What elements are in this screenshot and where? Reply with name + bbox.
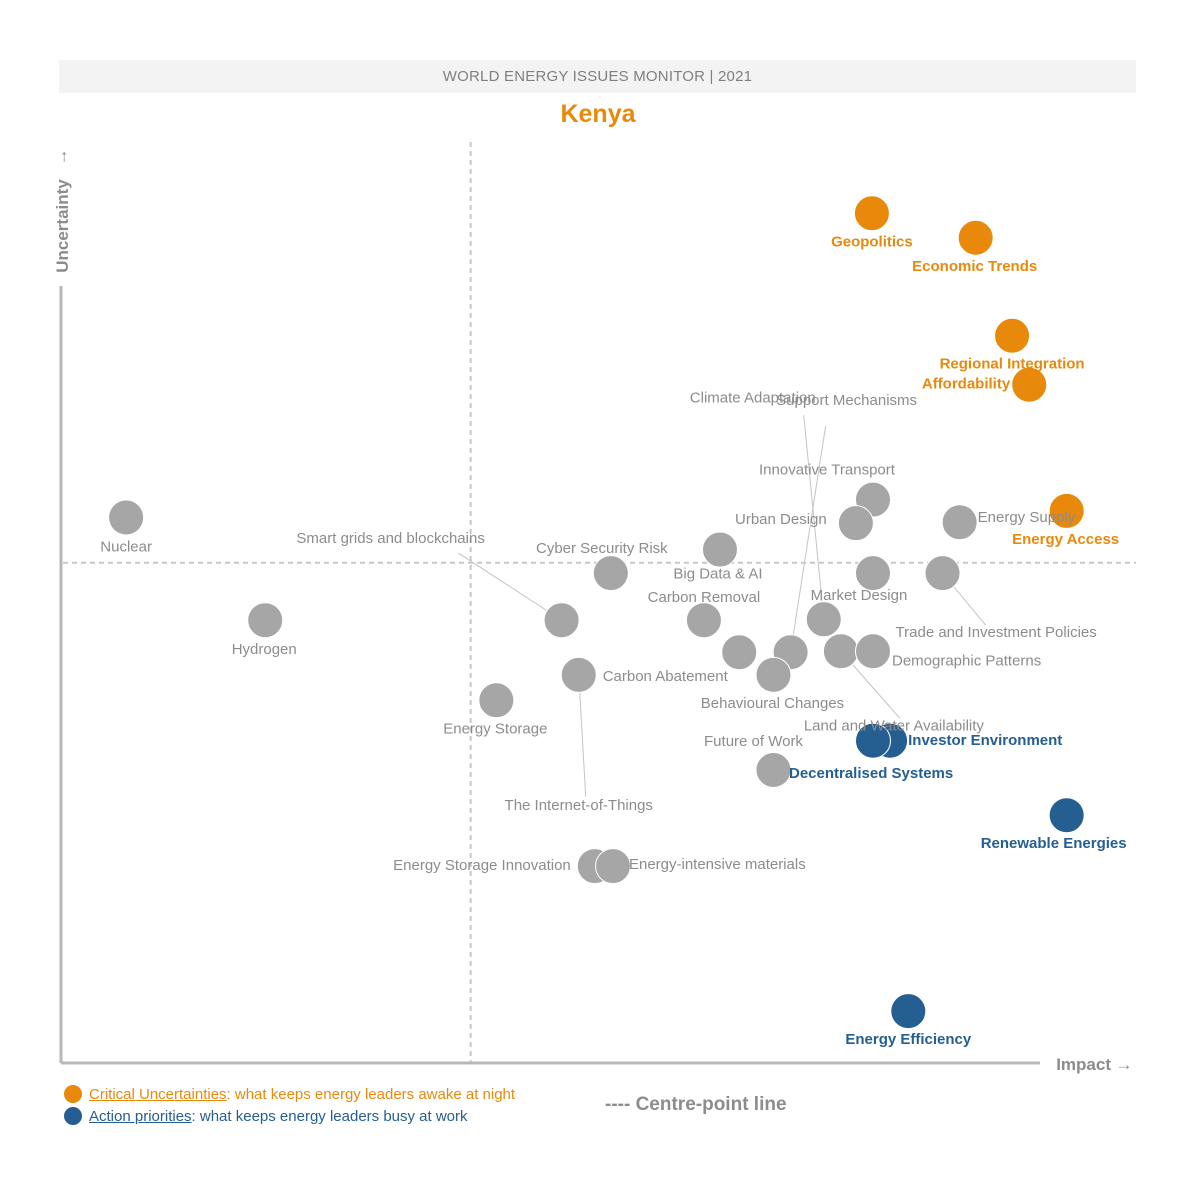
point-energy-storage bbox=[478, 682, 515, 719]
point-cyber-security-risk bbox=[592, 555, 629, 592]
centre-point-note: ---- Centre-point line bbox=[605, 1094, 787, 1115]
point-carbon-removal bbox=[685, 602, 722, 639]
label-energy-intensive-materials: Energy-intensive materials bbox=[629, 856, 806, 873]
data-points bbox=[108, 195, 1085, 1030]
x-axis-arrow: → bbox=[1116, 1055, 1133, 1074]
point-geopolitics bbox=[853, 195, 890, 232]
label-land-and-water-availability: Land and Water Availability bbox=[804, 717, 985, 734]
label-regional-integration: Regional Integration bbox=[940, 356, 1085, 373]
label-energy-storage-innovation: Energy Storage Innovation bbox=[393, 857, 571, 874]
legend: Critical Uncertainties: what keeps energ… bbox=[64, 1083, 515, 1127]
label-market-design: Market Design bbox=[811, 587, 908, 604]
point-demographic-patterns bbox=[854, 633, 891, 670]
label-cyber-security-risk: Cyber Security Risk bbox=[536, 540, 668, 557]
point-trade-and-investment-policies bbox=[924, 555, 961, 592]
point-the-internet-of-things bbox=[560, 656, 597, 693]
label-behavioural-changes: Behavioural Changes bbox=[701, 695, 844, 712]
point-market-design bbox=[854, 555, 891, 592]
point-urban-design bbox=[837, 505, 874, 542]
point-future-of-work bbox=[755, 751, 792, 788]
label-energy-storage: Energy Storage bbox=[443, 720, 547, 737]
label-geopolitics: Geopolitics bbox=[831, 233, 913, 250]
data-labels: Geopolitics Economic Trends Regional Integ… bbox=[100, 233, 1126, 1048]
legend-action-text: Action priorities: what keeps energy lea… bbox=[89, 1108, 468, 1125]
label-carbon-removal: Carbon Removal bbox=[648, 589, 761, 606]
label-energy-access: Energy Access bbox=[1012, 531, 1119, 548]
legend-critical-desc: : what keeps energy leaders awake at nig… bbox=[226, 1085, 516, 1103]
point-economic-trends bbox=[957, 219, 994, 256]
point-energy-intensive-materials bbox=[594, 848, 631, 885]
label-the-internet-of-things: The Internet-of-Things bbox=[505, 797, 653, 814]
x-axis-label: Impact bbox=[1056, 1055, 1111, 1074]
label-future-of-work: Future of Work bbox=[704, 733, 803, 750]
point-big-data-ai bbox=[701, 531, 738, 568]
legend-action-key: Action priorities bbox=[89, 1107, 192, 1125]
label-affordability: Affordability bbox=[922, 376, 1011, 393]
point-nuclear bbox=[108, 499, 145, 536]
label-smart-grids-and-blockchains: Smart grids and blockchains bbox=[296, 530, 484, 547]
point-energy-access bbox=[1048, 492, 1085, 529]
point-regional-integration bbox=[994, 317, 1031, 354]
leader-lines bbox=[458, 415, 986, 797]
label-innovative-transport: Innovative Transport bbox=[759, 462, 896, 479]
point-energy-supply bbox=[941, 504, 978, 541]
point-affordability bbox=[1011, 366, 1048, 403]
leader-line-the-internet-of-things bbox=[578, 674, 587, 797]
point-smart-grids-and-blockchains bbox=[543, 602, 580, 639]
leader-line-climate-adaptation bbox=[803, 415, 825, 620]
label-trade-and-investment-policies: Trade and Investment Policies bbox=[896, 624, 1097, 641]
y-axis-label: Uncertainty bbox=[53, 179, 72, 273]
leader-line-smart-grids-and-blockchains bbox=[458, 552, 562, 621]
critical-dot-icon bbox=[64, 1085, 82, 1103]
point-hydrogen bbox=[247, 602, 284, 639]
y-axis-arrow: → bbox=[52, 149, 71, 166]
label-energy-efficiency: Energy Efficiency bbox=[845, 1031, 972, 1048]
legend-critical-text: Critical Uncertainties: what keeps energ… bbox=[89, 1086, 515, 1103]
label-energy-supply: Energy Supply bbox=[978, 509, 1076, 526]
point-land-and-water-availability bbox=[822, 633, 859, 670]
label-demographic-patterns: Demographic Patterns bbox=[892, 652, 1041, 669]
label-decentralised-systems: Decentralised Systems bbox=[789, 765, 953, 782]
label-nuclear: Nuclear bbox=[100, 539, 152, 556]
label-climate-adaptation: Climate Adaptation bbox=[690, 389, 816, 406]
label-big-data-ai: Big Data & AI bbox=[673, 566, 762, 583]
leader-line-support-mechanisms bbox=[790, 426, 827, 653]
chart-title: Kenya bbox=[560, 100, 636, 128]
chart-banner: WORLD ENERGY ISSUES MONITOR | 2021 bbox=[59, 60, 1136, 93]
label-investor-environment: Investor Environment bbox=[908, 732, 1062, 749]
point-climate-adaptation bbox=[805, 601, 842, 638]
legend-action-desc: : what keeps energy leaders busy at work bbox=[191, 1107, 468, 1125]
point-energy-efficiency bbox=[890, 993, 927, 1030]
label-hydrogen: Hydrogen bbox=[232, 641, 297, 658]
point-renewable-energies bbox=[1048, 797, 1085, 834]
label-urban-design: Urban Design bbox=[735, 511, 827, 528]
legend-item-critical: Critical Uncertainties: what keeps energ… bbox=[64, 1083, 515, 1105]
label-carbon-abatement: Carbon Abatement bbox=[603, 668, 729, 685]
legend-item-action: Action priorities: what keeps energy lea… bbox=[64, 1105, 515, 1127]
action-dot-icon bbox=[64, 1107, 82, 1125]
label-renewable-energies: Renewable Energies bbox=[981, 835, 1127, 852]
point-decentralised-systems bbox=[854, 722, 891, 759]
point-carbon-abatement bbox=[721, 634, 758, 671]
label-economic-trends: Economic Trends bbox=[912, 258, 1037, 275]
legend-critical-key: Critical Uncertainties bbox=[89, 1085, 227, 1103]
label-support-mechanisms: Support Mechanisms bbox=[776, 392, 917, 409]
point-behavioural-changes bbox=[755, 656, 792, 693]
